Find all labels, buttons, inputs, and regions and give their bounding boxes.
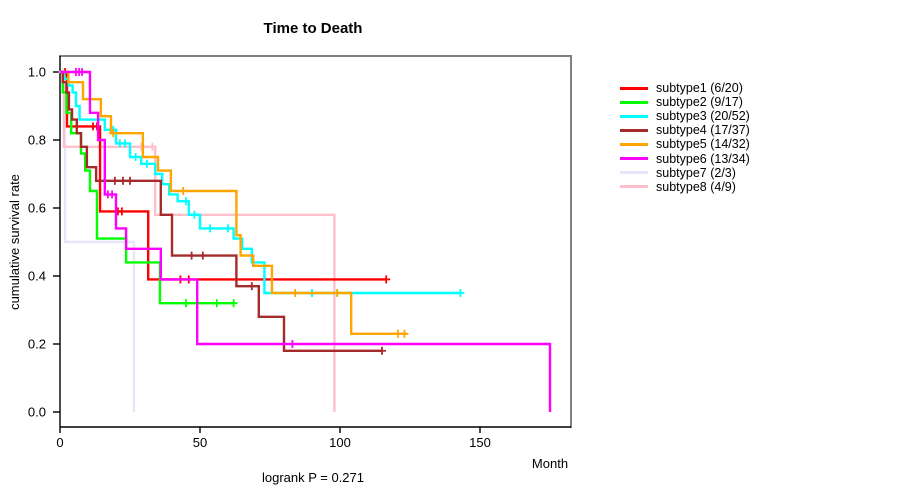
y-tick-label: 0.4 <box>28 269 46 284</box>
legend-item-subtype2: subtype2 (9/17) <box>620 95 750 109</box>
curve-subtype1 <box>60 70 387 281</box>
curve-subtype2 <box>60 70 234 305</box>
legend: subtype1 (6/20) subtype2 (9/17) subtype3 (… <box>620 81 750 194</box>
legend-item-subtype8: subtype8 (4/9) <box>620 180 750 194</box>
x-tick-label: 0 <box>56 435 63 450</box>
y-tick-label: 0.2 <box>28 337 46 352</box>
x-tick-label: 150 <box>469 435 491 450</box>
x-tick-label: 100 <box>329 435 351 450</box>
legend-label: subtype6 (13/34) <box>656 151 750 166</box>
legend-label: subtype7 (2/3) <box>656 165 736 180</box>
x-tick-label: 50 <box>193 435 207 450</box>
legend-label: subtype3 (20/52) <box>656 109 750 124</box>
x-axis-label: Month <box>531 456 569 471</box>
legend-item-subtype6: subtype6 (13/34) <box>620 151 750 166</box>
legend-swatch-subtype1 <box>620 86 648 90</box>
legend-label: subtype2 (9/17) <box>656 95 743 110</box>
legend-label: subtype4 (17/37) <box>656 123 750 138</box>
chart-title: Time to Death <box>263 20 363 37</box>
legend-label: subtype1 (6/20) <box>656 81 743 96</box>
legend-item-subtype7: subtype7 (2/3) <box>620 166 750 180</box>
legend-label: subtype5 (14/32) <box>656 137 750 152</box>
legend-swatch-subtype6 <box>620 157 648 161</box>
curve-subtype6 <box>60 70 552 412</box>
legend-swatch-subtype4 <box>620 128 648 132</box>
y-tick-label: 0.0 <box>28 405 46 420</box>
legend-swatch-subtype3 <box>620 114 648 118</box>
legend-swatch-subtype8 <box>620 185 648 189</box>
legend-label: subtype8 (4/9) <box>656 179 736 194</box>
legend-item-subtype3: subtype3 (20/52) <box>620 109 750 123</box>
curve-subtype4 <box>60 70 382 352</box>
legend-item-subtype4: subtype4 (17/37) <box>620 123 750 137</box>
y-tick-label: 0.8 <box>28 133 46 148</box>
legend-swatch-subtype7 <box>620 171 648 175</box>
legend-swatch-subtype2 <box>620 100 648 104</box>
legend-item-subtype5: subtype5 (14/32) <box>620 137 750 151</box>
legend-item-subtype1: subtype1 (6/20) <box>620 81 750 95</box>
logrank-note: logrank P = 0.271 <box>261 470 365 485</box>
y-tick-label: 1.0 <box>28 65 46 80</box>
curve-subtype5 <box>60 70 408 335</box>
curve-subtype3 <box>60 70 461 295</box>
legend-swatch-subtype5 <box>620 142 648 146</box>
y-tick-label: 0.6 <box>28 201 46 216</box>
